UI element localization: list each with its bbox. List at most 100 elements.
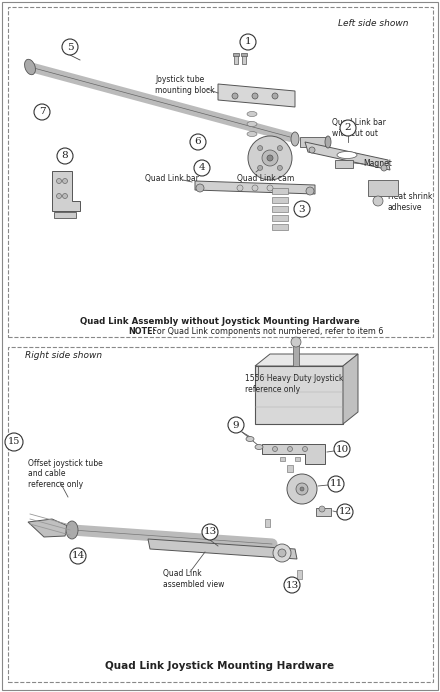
Ellipse shape xyxy=(246,437,254,441)
Circle shape xyxy=(277,165,282,170)
Polygon shape xyxy=(28,519,68,537)
Circle shape xyxy=(56,179,62,183)
Circle shape xyxy=(267,185,273,191)
Bar xyxy=(233,53,239,56)
Bar xyxy=(242,55,246,64)
Circle shape xyxy=(196,184,204,192)
Polygon shape xyxy=(195,181,315,194)
Text: 4: 4 xyxy=(199,163,205,172)
Bar xyxy=(265,519,270,527)
Polygon shape xyxy=(262,444,325,464)
Text: 5: 5 xyxy=(67,42,73,51)
Ellipse shape xyxy=(247,111,257,116)
Bar xyxy=(255,366,343,424)
Bar xyxy=(272,188,288,194)
Bar xyxy=(297,570,302,579)
Ellipse shape xyxy=(247,131,257,136)
Circle shape xyxy=(328,476,344,492)
Ellipse shape xyxy=(66,521,78,539)
Bar xyxy=(368,180,398,196)
Circle shape xyxy=(284,577,300,593)
Text: 7: 7 xyxy=(39,107,45,116)
Circle shape xyxy=(257,145,263,151)
Text: Right side shown: Right side shown xyxy=(25,352,102,361)
Circle shape xyxy=(300,487,304,491)
Bar xyxy=(335,160,353,168)
Ellipse shape xyxy=(247,122,257,127)
Text: 14: 14 xyxy=(71,552,84,561)
Text: NOTE:: NOTE: xyxy=(128,327,156,336)
Text: 1556 Heavy Duty Joystick
reference only: 1556 Heavy Duty Joystick reference only xyxy=(245,374,343,394)
Bar xyxy=(300,137,328,147)
Text: Quad Link bar
with cut out: Quad Link bar with cut out xyxy=(332,118,386,138)
Circle shape xyxy=(57,148,73,164)
Circle shape xyxy=(278,549,286,557)
Circle shape xyxy=(337,504,353,520)
Bar xyxy=(316,508,331,516)
Text: 6: 6 xyxy=(194,138,202,147)
Bar xyxy=(272,206,288,212)
Bar xyxy=(54,212,76,218)
Bar xyxy=(272,197,288,203)
Circle shape xyxy=(194,160,210,176)
Circle shape xyxy=(373,196,383,206)
Polygon shape xyxy=(148,539,297,559)
Text: 15: 15 xyxy=(8,437,20,446)
Circle shape xyxy=(287,446,293,451)
Circle shape xyxy=(70,548,86,564)
Ellipse shape xyxy=(25,60,36,75)
Circle shape xyxy=(228,417,244,433)
Text: 8: 8 xyxy=(62,152,68,161)
Circle shape xyxy=(340,120,356,136)
Circle shape xyxy=(287,474,317,504)
Polygon shape xyxy=(343,354,358,424)
Text: Quad Link cam: Quad Link cam xyxy=(237,174,294,183)
Circle shape xyxy=(232,93,238,99)
Bar xyxy=(280,457,285,461)
Ellipse shape xyxy=(337,152,357,158)
Text: 3: 3 xyxy=(299,205,305,214)
Circle shape xyxy=(319,506,325,512)
Ellipse shape xyxy=(325,136,331,148)
Bar xyxy=(234,55,238,64)
Bar xyxy=(295,457,300,461)
Circle shape xyxy=(267,155,273,161)
Text: Quad Link
assembled view: Quad Link assembled view xyxy=(163,570,224,589)
Bar xyxy=(287,465,293,472)
Polygon shape xyxy=(305,142,390,170)
Bar xyxy=(241,53,247,56)
Circle shape xyxy=(240,34,256,50)
Bar xyxy=(293,344,299,366)
Circle shape xyxy=(252,93,258,99)
Polygon shape xyxy=(218,84,295,107)
Text: Quad Link bar: Quad Link bar xyxy=(145,174,199,183)
Circle shape xyxy=(309,147,315,153)
Polygon shape xyxy=(52,171,80,211)
Text: 9: 9 xyxy=(233,421,239,430)
Circle shape xyxy=(334,441,350,457)
Circle shape xyxy=(277,145,282,151)
Circle shape xyxy=(34,104,50,120)
Text: Heat shrink
adhesive: Heat shrink adhesive xyxy=(388,192,433,212)
Text: 13: 13 xyxy=(203,527,216,536)
Circle shape xyxy=(248,136,292,180)
Text: Left side shown: Left side shown xyxy=(338,19,408,28)
Circle shape xyxy=(306,187,314,195)
Circle shape xyxy=(303,446,308,451)
Circle shape xyxy=(56,194,62,199)
Bar xyxy=(8,7,433,337)
Circle shape xyxy=(62,39,78,55)
Circle shape xyxy=(272,93,278,99)
Text: 1: 1 xyxy=(245,37,251,46)
Text: 10: 10 xyxy=(335,444,348,453)
Circle shape xyxy=(62,194,67,199)
Circle shape xyxy=(262,150,278,166)
Circle shape xyxy=(272,446,278,451)
Circle shape xyxy=(190,134,206,150)
Text: 2: 2 xyxy=(345,123,351,132)
Circle shape xyxy=(237,185,243,191)
Text: Joystick tube
mounting block: Joystick tube mounting block xyxy=(155,75,215,95)
Circle shape xyxy=(62,179,67,183)
Circle shape xyxy=(296,483,308,495)
Text: Magnet: Magnet xyxy=(363,158,392,167)
